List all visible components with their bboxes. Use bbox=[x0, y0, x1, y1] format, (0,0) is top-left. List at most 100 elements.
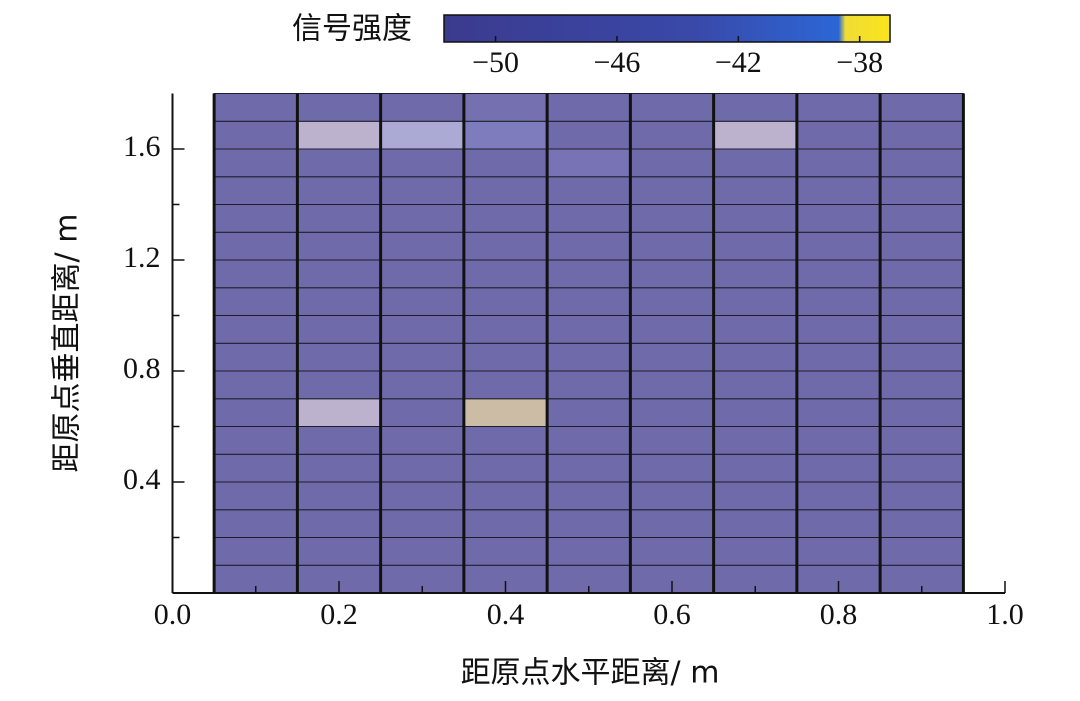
heatmap-cell bbox=[629, 509, 715, 538]
heatmap-cell bbox=[629, 426, 715, 455]
y-axis-label: 距原点垂直距离/ m bbox=[50, 214, 85, 473]
heatmap-cell bbox=[879, 537, 964, 566]
heatmap-cell bbox=[296, 93, 382, 122]
heatmap-cell bbox=[713, 148, 798, 178]
heatmap-cell bbox=[380, 287, 465, 316]
heatmap-cell bbox=[546, 370, 631, 400]
heatmap-cell bbox=[879, 148, 964, 178]
heatmap-cell bbox=[796, 120, 881, 150]
heatmap-cell bbox=[213, 537, 298, 566]
heatmap-cell bbox=[463, 453, 548, 483]
heatmap-cell bbox=[713, 509, 798, 538]
heatmap-cell bbox=[380, 370, 465, 400]
heatmap-cell bbox=[463, 370, 548, 400]
heatmap-cell bbox=[713, 370, 798, 400]
heatmap-cell bbox=[463, 342, 548, 372]
heatmap-cell bbox=[296, 315, 382, 344]
heatmap-cell bbox=[879, 204, 964, 233]
heatmap-cell bbox=[629, 204, 715, 233]
heatmap-cell bbox=[380, 315, 465, 344]
heatmap-cell bbox=[713, 342, 798, 372]
heatmap-cell bbox=[380, 509, 465, 538]
heatmap-cell bbox=[879, 481, 964, 511]
heatmap-cell bbox=[879, 120, 964, 150]
heatmap-cell bbox=[629, 481, 715, 511]
heatmap-cell bbox=[629, 176, 715, 205]
heatmap-cell bbox=[213, 481, 298, 511]
heatmap-cell bbox=[796, 231, 881, 261]
heatmap-cell bbox=[213, 426, 298, 455]
heatmap-cell bbox=[546, 287, 631, 316]
heatmap-cell bbox=[463, 537, 548, 566]
heatmap-cell bbox=[296, 204, 382, 233]
heatmap-cell bbox=[380, 481, 465, 511]
heatmap-cell bbox=[546, 259, 631, 289]
heatmap-cell bbox=[296, 537, 382, 566]
heatmap-cell bbox=[796, 93, 881, 122]
heatmap-cell bbox=[713, 120, 798, 150]
heatmap-cell bbox=[213, 509, 298, 538]
heatmap-cell bbox=[796, 148, 881, 178]
heatmap-cell bbox=[796, 481, 881, 511]
heatmap-cell bbox=[380, 259, 465, 289]
x-tick-label: 0.0 bbox=[154, 598, 192, 631]
heatmap-cell bbox=[213, 342, 298, 372]
heatmap-cell bbox=[629, 287, 715, 316]
heatmap-cell bbox=[296, 120, 382, 150]
colorbar-tick-label: −50 bbox=[472, 46, 519, 79]
colorbar-label: 信号强度 bbox=[292, 12, 412, 47]
heatmap-cell bbox=[546, 93, 631, 122]
heatmap-cell bbox=[380, 148, 465, 178]
heatmap-cell bbox=[213, 93, 298, 122]
heatmap-cell bbox=[296, 509, 382, 538]
x-tick-label: 0.8 bbox=[820, 598, 858, 631]
heatmap-cell bbox=[879, 259, 964, 289]
heatmap-cell bbox=[463, 315, 548, 344]
heatmap-cell bbox=[213, 176, 298, 205]
heatmap-cell bbox=[296, 287, 382, 316]
colorbar-tick-label: −38 bbox=[836, 46, 883, 79]
heatmap-cell bbox=[629, 93, 715, 122]
x-tick-label: 0.2 bbox=[320, 598, 358, 631]
heatmap-cell bbox=[463, 120, 548, 150]
heatmap-cell bbox=[796, 287, 881, 316]
heatmap-cell bbox=[380, 342, 465, 372]
heatmap-cell bbox=[879, 287, 964, 316]
heatmap-cell bbox=[629, 231, 715, 261]
heatmap-cell bbox=[213, 287, 298, 316]
heatmap-cell bbox=[213, 148, 298, 178]
heatmap-cell bbox=[380, 453, 465, 483]
heatmap-cell bbox=[629, 370, 715, 400]
heatmap-cell bbox=[713, 176, 798, 205]
heatmap-cell bbox=[213, 370, 298, 400]
heatmap-cell bbox=[463, 148, 548, 178]
heatmap-cell bbox=[713, 93, 798, 122]
x-tick-label: 0.6 bbox=[653, 598, 691, 631]
heatmap-cell bbox=[296, 148, 382, 178]
colorbar bbox=[443, 14, 891, 43]
heatmap-cell bbox=[713, 287, 798, 316]
y-tick-label: 1.2 bbox=[123, 241, 161, 274]
heatmap-cell bbox=[713, 426, 798, 455]
heatmap-cell bbox=[463, 287, 548, 316]
heatmap-cell bbox=[546, 120, 631, 150]
heatmap-cell bbox=[796, 453, 881, 483]
heatmap-cell bbox=[546, 481, 631, 511]
heatmap-cell bbox=[879, 231, 964, 261]
heatmap-cell bbox=[879, 509, 964, 538]
heatmap-cell bbox=[713, 259, 798, 289]
heatmap-cell bbox=[629, 259, 715, 289]
heatmap-cell bbox=[879, 398, 964, 427]
heatmap-cell bbox=[463, 176, 548, 205]
heatmap-cell bbox=[796, 259, 881, 289]
heatmap-cell bbox=[796, 176, 881, 205]
heatmap-cell bbox=[463, 259, 548, 289]
heatmap-cell bbox=[380, 537, 465, 566]
heatmap-cell bbox=[296, 370, 382, 400]
heatmap-cell bbox=[629, 148, 715, 178]
heatmap-cell bbox=[796, 509, 881, 538]
heatmap-cell bbox=[213, 120, 298, 150]
heatmap-cell bbox=[380, 426, 465, 455]
heatmap-cell bbox=[546, 231, 631, 261]
